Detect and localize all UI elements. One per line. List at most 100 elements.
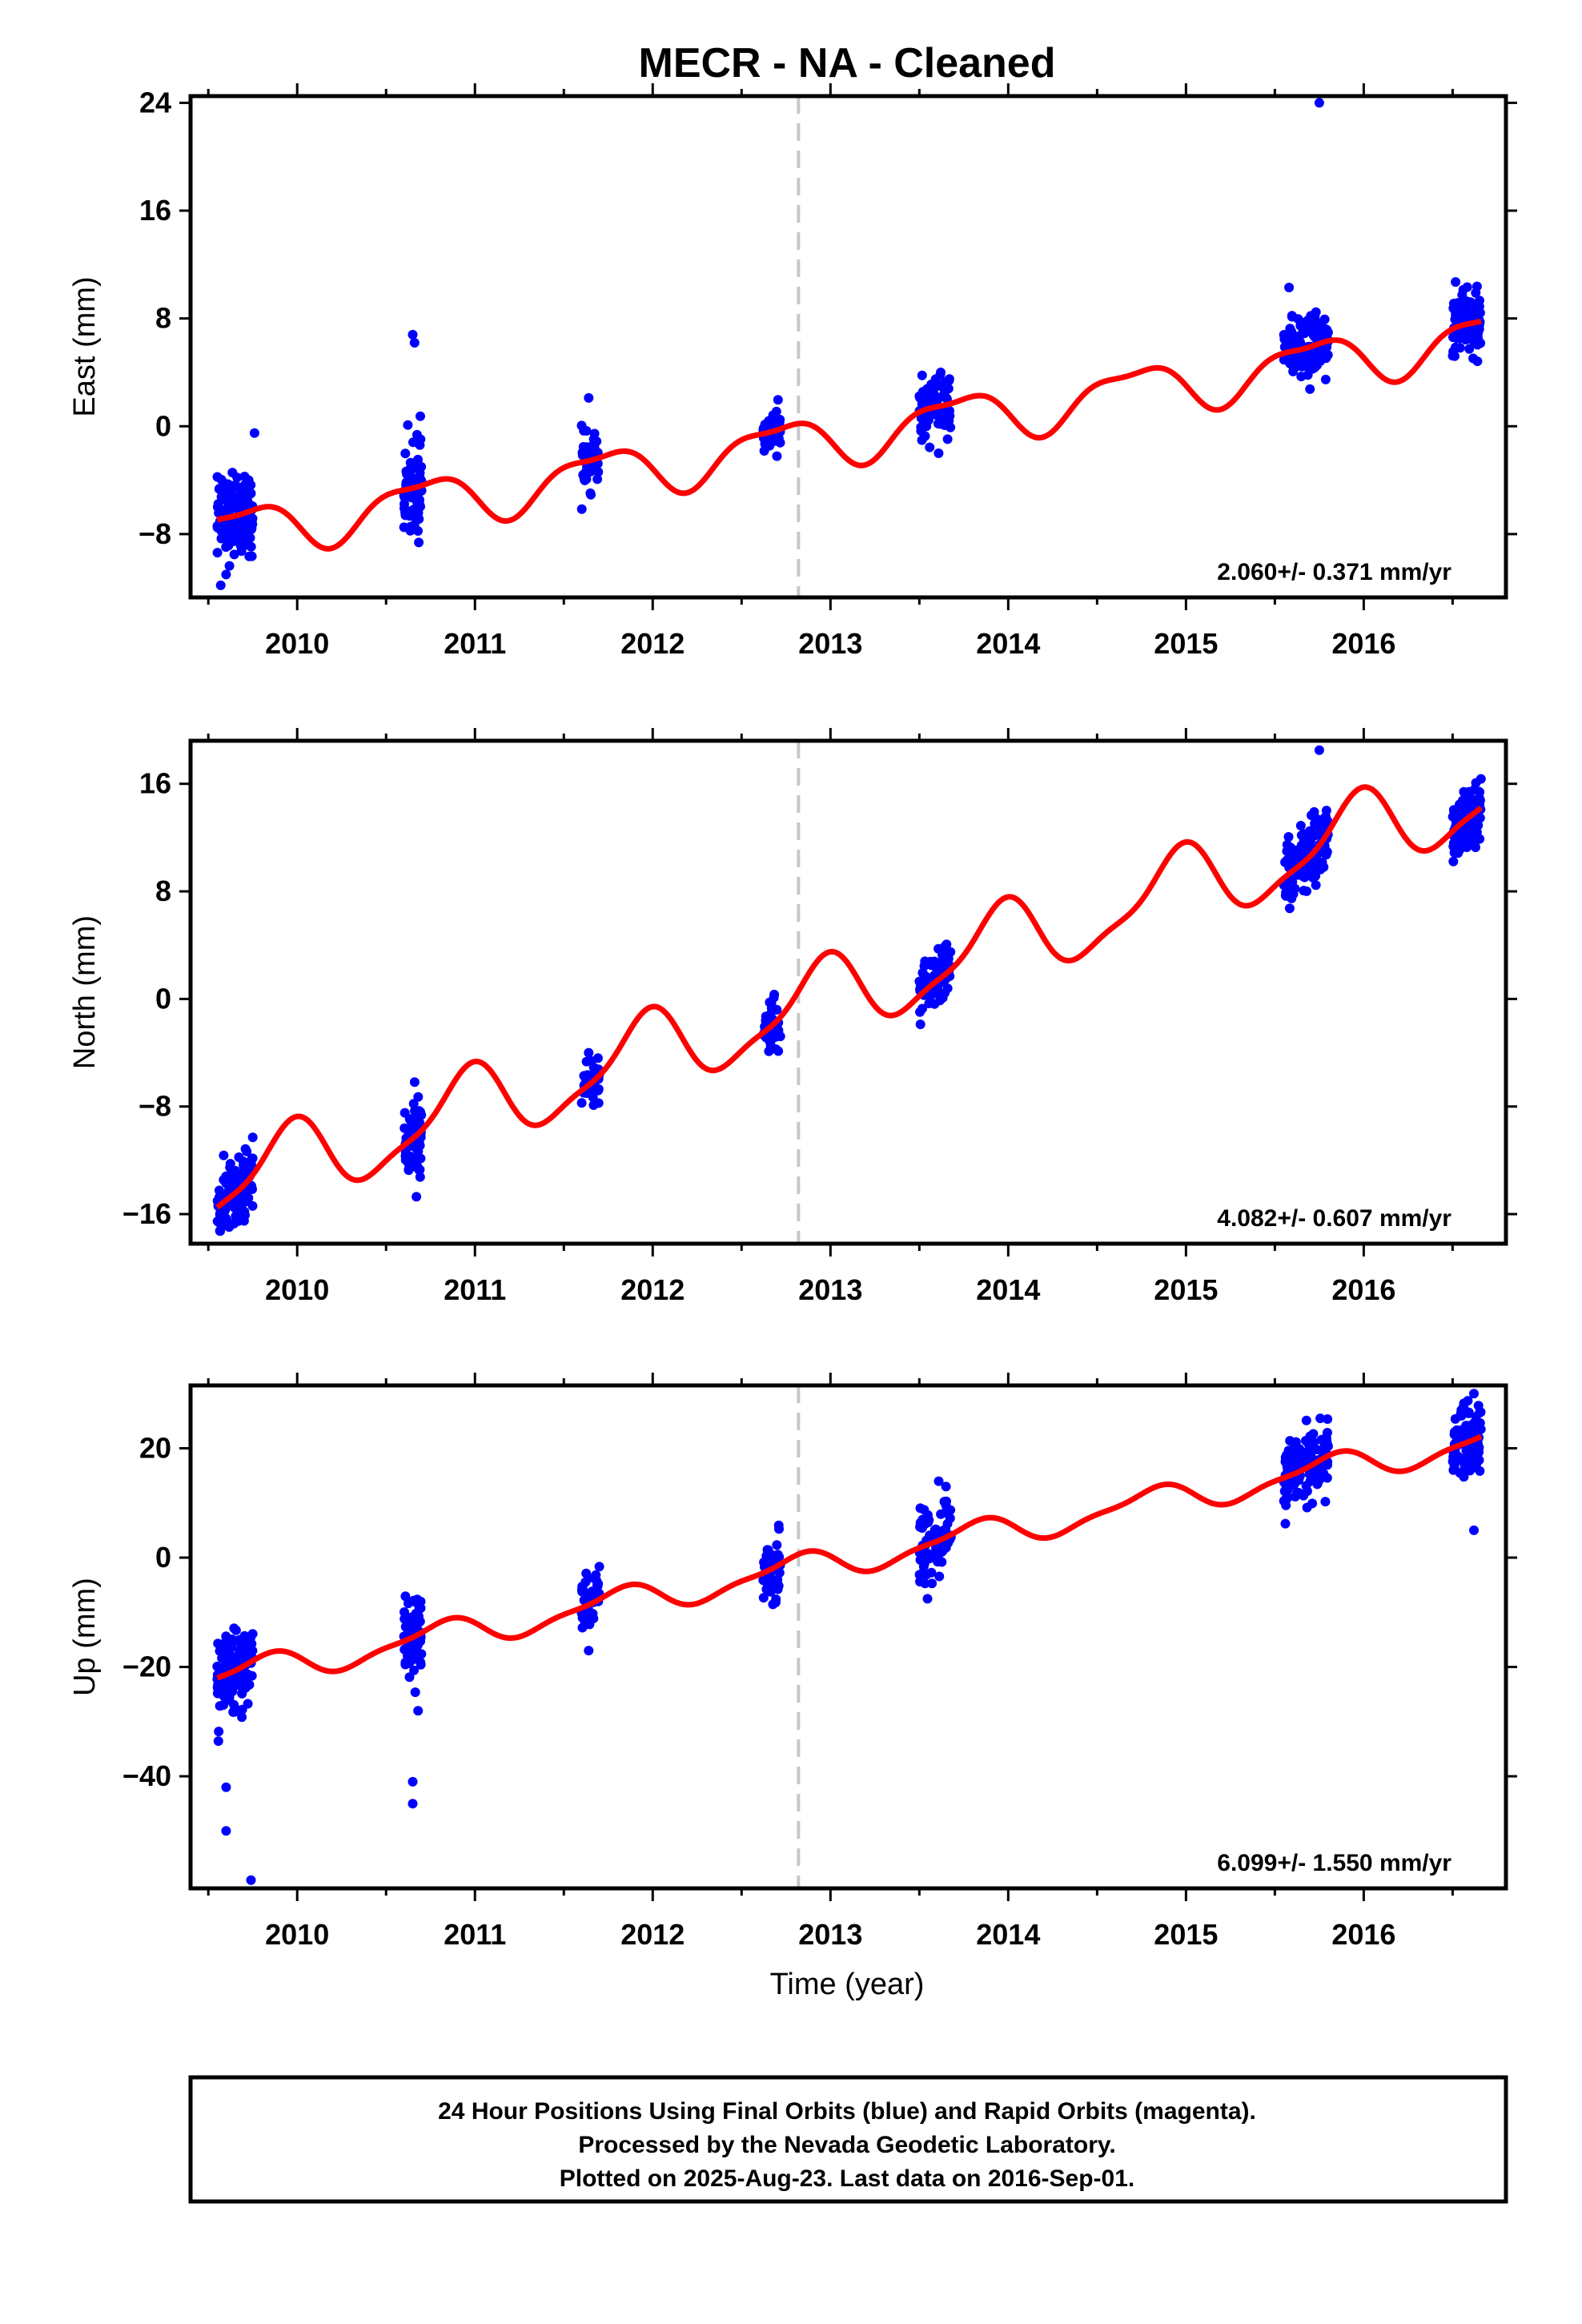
up-xtick-label-0: 2010 <box>265 1918 329 1951</box>
up-y-axis-label: Up (mm) <box>68 1578 102 1696</box>
up-point-311 <box>773 1520 784 1530</box>
up-point-186 <box>400 1607 409 1617</box>
east-point-206 <box>408 437 418 448</box>
east-xtick-label-0: 2010 <box>265 627 329 660</box>
up-point-315 <box>773 1574 783 1585</box>
up-point-394 <box>941 1524 951 1534</box>
north-point-142 <box>229 1219 239 1228</box>
figure-title: MECR - NA - Cleaned <box>639 40 1056 86</box>
north-point-538 <box>1290 883 1300 894</box>
up-point-664 <box>408 1799 418 1809</box>
up-xtick-label-3: 2013 <box>798 1918 862 1951</box>
north-point-220 <box>415 1172 425 1182</box>
north-xtick-label-4: 2014 <box>976 1273 1040 1306</box>
up-point-317 <box>767 1550 777 1560</box>
north-point-274 <box>588 1088 598 1097</box>
up-point-663 <box>408 1776 418 1787</box>
north-point-111 <box>233 1201 243 1212</box>
up-point-508 <box>1281 1494 1291 1504</box>
east-point-52 <box>224 561 235 571</box>
east-point-540 <box>1320 327 1331 337</box>
east-point-615 <box>1464 344 1475 354</box>
east-point-390 <box>925 442 935 452</box>
north-point-224 <box>412 1114 423 1124</box>
east-point-131 <box>227 468 238 478</box>
up-point-543 <box>1309 1437 1319 1447</box>
north-point-140 <box>241 1196 251 1207</box>
east-point-527 <box>1309 329 1319 340</box>
east-point-302 <box>772 451 782 461</box>
north-point-524 <box>1314 830 1324 840</box>
north-point-396 <box>930 999 940 1009</box>
up-point-216 <box>411 1654 421 1664</box>
up-point-655 <box>1472 1442 1482 1453</box>
east-point-223 <box>400 448 411 459</box>
up-point-492 <box>1322 1428 1332 1437</box>
east-point-666 <box>936 368 946 377</box>
up-point-660 <box>221 1782 231 1792</box>
east-point-312 <box>775 415 785 424</box>
north-data-points <box>212 745 1486 1236</box>
north-point-539 <box>1281 891 1291 901</box>
north-point-661 <box>584 1047 594 1058</box>
east-point-574 <box>1468 353 1479 364</box>
north-point-395 <box>934 943 944 954</box>
north-point-359 <box>942 983 953 994</box>
north-point-57 <box>219 1150 229 1160</box>
up-data-points <box>212 1389 1486 1885</box>
up-point-144 <box>219 1682 230 1692</box>
north-point-150 <box>409 1077 420 1088</box>
up-point-541 <box>1314 1475 1324 1486</box>
up-point-669 <box>1469 1389 1479 1399</box>
east-point-669 <box>1471 287 1481 298</box>
east-point-533 <box>1323 350 1333 360</box>
up-point-261 <box>581 1568 592 1578</box>
east-point-648 <box>1452 298 1463 308</box>
up-xtick-label-6: 2016 <box>1331 1918 1395 1951</box>
east-point-119 <box>222 479 231 489</box>
east-point-639 <box>1455 343 1465 353</box>
north-point-540 <box>1322 846 1332 857</box>
up-point-138 <box>234 1673 244 1683</box>
north-point-110 <box>234 1152 244 1162</box>
up-ytick-label-3: 20 <box>139 1432 171 1465</box>
east-point-274 <box>581 442 591 452</box>
east-point-139 <box>213 499 223 509</box>
north-point-101 <box>225 1162 235 1172</box>
north-point-148 <box>247 1153 257 1164</box>
up-plot-area <box>212 1385 1486 1888</box>
east-point-387 <box>940 384 950 395</box>
north-xtick-label-2: 2012 <box>620 1273 685 1306</box>
north-point-546 <box>1295 850 1305 861</box>
north-point-656 <box>1464 828 1474 838</box>
up-point-668 <box>1469 1525 1479 1535</box>
east-point-218 <box>405 467 416 476</box>
east-point-215 <box>414 514 424 525</box>
east-point-198 <box>416 411 425 421</box>
up-ytick-label-0: −40 <box>122 1759 171 1792</box>
east-point-148 <box>223 496 233 506</box>
east-point-508 <box>1319 314 1330 324</box>
up-point-399 <box>945 1513 955 1523</box>
east-point-399 <box>946 422 956 432</box>
up-point-210 <box>404 1598 413 1609</box>
up-point-88 <box>243 1699 253 1709</box>
up-point-661 <box>221 1826 231 1836</box>
east-point-664 <box>409 338 420 348</box>
north-point-646 <box>1472 830 1482 841</box>
up-point-123 <box>221 1659 231 1670</box>
north-xtick-label-1: 2011 <box>444 1273 506 1306</box>
up-point-181 <box>409 1665 420 1675</box>
up-point-143 <box>229 1699 239 1710</box>
north-xtick-label-5: 2015 <box>1154 1273 1218 1306</box>
up-point-665 <box>413 1706 424 1716</box>
east-point-180 <box>413 526 423 536</box>
east-point-391 <box>934 379 944 389</box>
east-point-110 <box>235 489 246 500</box>
up-point-546 <box>1283 1453 1293 1463</box>
north-ytick-label-0: −16 <box>122 1197 171 1230</box>
north-point-654 <box>1468 794 1478 804</box>
up-point-146 <box>219 1691 229 1701</box>
north-ytick-label-1: −8 <box>139 1090 171 1123</box>
